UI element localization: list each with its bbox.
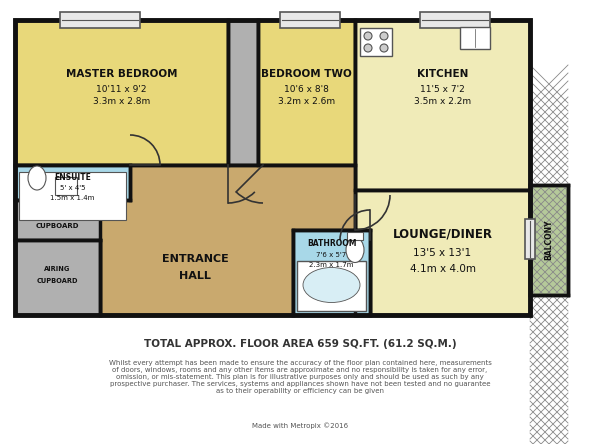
- Bar: [297, 261, 366, 311]
- Text: BEDROOM TWO: BEDROOM TWO: [261, 69, 352, 79]
- Text: Made with Metropix ©2016: Made with Metropix ©2016: [252, 423, 348, 429]
- Ellipse shape: [28, 166, 46, 190]
- Text: 5' x 4'5: 5' x 4'5: [60, 185, 85, 191]
- Text: 4.1m x 4.0m: 4.1m x 4.0m: [409, 263, 476, 274]
- Text: TOTAL APPROX. FLOOR AREA 659 SQ.FT. (61.2 SQ.M.): TOTAL APPROX. FLOOR AREA 659 SQ.FT. (61.…: [143, 339, 457, 349]
- Bar: [15, 200, 100, 240]
- Bar: [258, 20, 355, 165]
- Ellipse shape: [303, 267, 360, 302]
- Bar: [530, 185, 568, 295]
- Circle shape: [380, 44, 388, 52]
- Text: KITCHEN: KITCHEN: [417, 69, 468, 79]
- Text: MASTER BEDROOM: MASTER BEDROOM: [66, 69, 177, 79]
- Text: CUPBOARD: CUPBOARD: [36, 223, 79, 229]
- Bar: [15, 20, 530, 315]
- Text: HALL: HALL: [179, 271, 211, 281]
- Polygon shape: [15, 165, 370, 315]
- Bar: [525, 219, 535, 259]
- Bar: [360, 28, 392, 56]
- Text: 3.5m x 2.2m: 3.5m x 2.2m: [414, 98, 471, 107]
- Text: AIRING: AIRING: [44, 266, 71, 272]
- Bar: [19, 172, 126, 220]
- Text: Whilst every attempt has been made to ensure the accuracy of the floor plan cont: Whilst every attempt has been made to en…: [109, 360, 491, 394]
- Text: 13'5 x 13'1: 13'5 x 13'1: [413, 247, 472, 258]
- Text: 1.5m x 1.4m: 1.5m x 1.4m: [50, 195, 95, 201]
- Ellipse shape: [346, 238, 364, 262]
- Text: ENTRANCE: ENTRANCE: [161, 254, 229, 264]
- Text: 10'6 x 8'8: 10'6 x 8'8: [284, 84, 329, 94]
- Bar: [15, 165, 130, 200]
- Bar: [55, 177, 77, 195]
- Bar: [293, 230, 370, 315]
- Bar: [355, 20, 530, 190]
- Bar: [15, 20, 228, 165]
- Bar: [60, 12, 140, 28]
- Text: BATHROOM: BATHROOM: [307, 239, 356, 249]
- Bar: [280, 12, 340, 28]
- Text: CUPBOARD: CUPBOARD: [37, 278, 78, 284]
- Bar: [228, 20, 258, 165]
- Circle shape: [364, 44, 372, 52]
- Text: 3.3m x 2.8m: 3.3m x 2.8m: [93, 98, 150, 107]
- Text: BALCONY: BALCONY: [545, 220, 554, 260]
- Circle shape: [364, 32, 372, 40]
- Bar: [355, 190, 530, 315]
- Text: LOUNGE/DINER: LOUNGE/DINER: [392, 228, 493, 241]
- Circle shape: [380, 32, 388, 40]
- Text: 10'11 x 9'2: 10'11 x 9'2: [96, 84, 147, 94]
- Bar: [347, 232, 363, 240]
- Bar: [15, 240, 100, 315]
- Text: 2.3m x 1.7m: 2.3m x 1.7m: [309, 262, 354, 268]
- Bar: [420, 12, 490, 28]
- Text: 11'5 x 7'2: 11'5 x 7'2: [420, 84, 465, 94]
- Text: 7'6 x 5'7: 7'6 x 5'7: [316, 252, 347, 258]
- Bar: [460, 27, 490, 49]
- Text: 3.2m x 2.6m: 3.2m x 2.6m: [278, 98, 335, 107]
- Text: ENSUITE: ENSUITE: [54, 173, 91, 182]
